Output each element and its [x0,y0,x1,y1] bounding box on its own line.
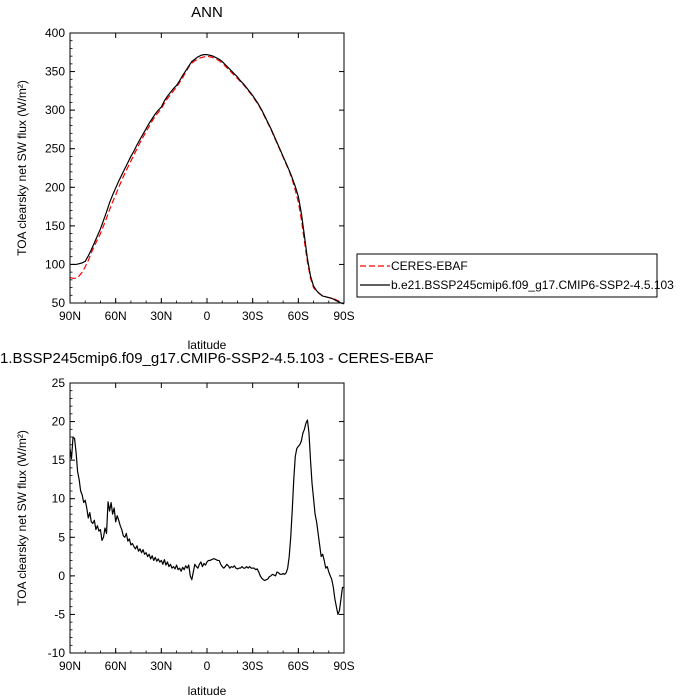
x-tick-label: 30S [242,659,263,673]
bottom-xlabel: latitude [188,684,227,698]
y-tick-label: 20 [52,415,66,429]
x-tick-label: 30S [242,309,263,323]
top-ylabel: TOA clearsky net SW flux (W/m²) [15,80,29,256]
x-tick-label: 30N [150,659,172,673]
y-tick-label: 10 [52,492,66,506]
y-tick-label: 300 [45,103,65,117]
series-line-1 [69,55,345,305]
y-tick-label: 200 [45,180,65,194]
bottom-panel: 1.BSSP245cmip6.f09_g17.CMIP6-SSP2-4.5.10… [0,350,434,698]
x-tick-label: 60S [288,659,309,673]
x-tick-label: 90N [59,659,81,673]
bottom-plot-frame [69,382,345,654]
x-tick-label: 60N [105,659,127,673]
y-tick-label: -5 [54,607,65,621]
y-tick-label: -10 [48,646,66,660]
x-tick-label: 90S [333,309,354,323]
x-tick-label: 90S [333,659,354,673]
series-line-1 [69,419,344,616]
top-panel: ANN 90N 60N 30N 0 30S 60S 90S 50 100 150 200 250 300… [15,4,355,352]
bottom-title: 1.BSSP245cmip6.f09_g17.CMIP6-SSP2-4.5.10… [0,350,434,367]
top-title: ANN [191,4,223,21]
x-tick-label: 30N [150,309,172,323]
y-tick-label: 0 [58,569,65,583]
x-tick-label: 90N [59,309,81,323]
x-tick-label: 60N [105,309,127,323]
series-line-2 [70,53,345,305]
x-tick-label: 0 [204,659,211,673]
y-tick-label: 350 [45,65,65,79]
legend-box [356,253,658,298]
y-tick-label: 25 [52,376,66,390]
y-tick-label: 400 [45,26,65,40]
y-tick-label: 5 [58,530,65,544]
y-tick-label: 100 [45,257,65,271]
x-tick-label: 60S [288,309,309,323]
top-plot-frame [69,32,345,304]
y-tick-label: 15 [52,453,66,467]
y-tick-label: 250 [45,142,65,156]
y-tick-label: 50 [52,296,66,310]
bottom-plot-area: 90N 60N 30N 0 30S 60S 90S -10 -5 0 5 10 15 20 25 [48,376,355,673]
top-plot-area: 90N 60N 30N 0 30S 60S 90S 50 100 150 200 250 300 350 4… [45,26,355,323]
bottom-ylabel: TOA clearsky net SW flux (W/m²) [15,430,29,606]
legend: CERES-EBAF b.e21.BSSP245cmip6.f09_g17.CM… [356,253,674,298]
top-xlabel: latitude [188,338,227,352]
legend-model-label: b.e21.BSSP245cmip6.f09_g17.CMIP6-SSP2-4.… [391,278,674,292]
legend-ceres-label: CERES-EBAF [391,259,468,273]
x-tick-label: 0 [204,309,211,323]
y-tick-label: 150 [45,219,65,233]
